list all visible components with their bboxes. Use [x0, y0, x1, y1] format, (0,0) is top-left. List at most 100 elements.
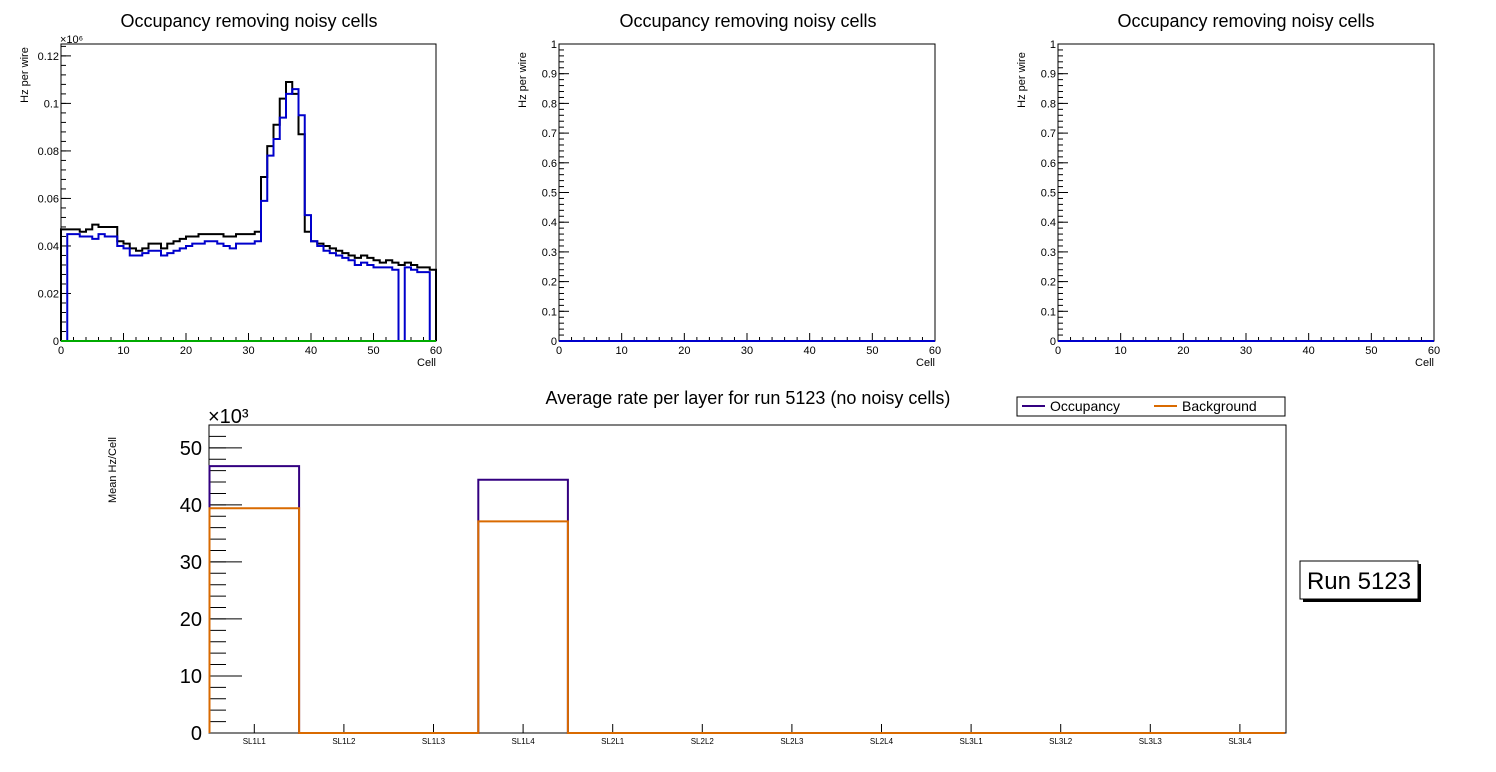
x-tick-label: 60: [929, 345, 941, 357]
panel-bottom-ylabel: Mean Hz/Cell: [107, 437, 119, 503]
y-tick-label: 0.06: [38, 193, 59, 205]
bar-y-tick-label: 30: [180, 552, 202, 574]
x-tick-label: 10: [1115, 345, 1127, 357]
x-tick-label: 50: [1365, 345, 1377, 357]
panel-top-middle: Occupancy removing noisy cells Hz per wi…: [517, 11, 941, 369]
x-tick-label: 0: [58, 345, 64, 357]
y-tick-label: 0: [1050, 336, 1056, 348]
panel-top-left-ylabel: Hz per wire: [19, 47, 31, 103]
bar-y-tick-label: 50: [180, 438, 202, 460]
bar-category-label: SL2L1: [601, 737, 625, 746]
bar-y-tick-label: 0: [191, 723, 202, 745]
legend: Occupancy Background: [1016, 396, 1286, 417]
y-tick-label: 0.5: [1041, 188, 1056, 200]
x-tick-label: 20: [180, 345, 192, 357]
bar-category-label: SL3L3: [1139, 737, 1163, 746]
panel-bottom-frame: [208, 424, 1287, 734]
run-label: Run 5123: [1307, 568, 1411, 595]
y-tick-label: 1: [551, 39, 557, 51]
panel-top-middle-frame: [558, 43, 936, 342]
bar-y-tick-label: 20: [180, 609, 202, 631]
y-tick-label: 0.08: [38, 146, 59, 158]
y-tick-label: 0.9: [1041, 69, 1056, 81]
y-tick-label: 0.8: [1041, 98, 1056, 110]
bar-category-label: SL1L4: [512, 737, 536, 746]
y-tick-label: 0.8: [542, 98, 557, 110]
panel-top-left-title: Occupancy removing noisy cells: [120, 11, 377, 31]
y-tick-label: 0.3: [1041, 247, 1056, 259]
y-tick-label: 0.2: [1041, 277, 1056, 289]
y-tick-label: 0: [53, 336, 59, 348]
x-tick-label: 20: [678, 345, 690, 357]
y-tick-label: 0.7: [542, 128, 557, 140]
x-tick-label: 50: [866, 345, 878, 357]
x-tick-label: 60: [1428, 345, 1440, 357]
y-tick-label: 0.1: [542, 306, 557, 318]
bar-category-label: SL2L4: [870, 737, 894, 746]
y-tick-label: 0.1: [1041, 306, 1056, 318]
x-tick-label: 10: [616, 345, 628, 357]
bar-category-label: SL3L1: [960, 737, 984, 746]
y-tick-label: 0.9: [542, 69, 557, 81]
y-tick-label: 0.04: [38, 241, 59, 253]
x-tick-label: 30: [242, 345, 254, 357]
panel-top-left-series-black: [60, 81, 437, 341]
x-tick-label: 40: [305, 345, 317, 357]
bar-series-background: [208, 507, 1285, 734]
panel-top-right-xlabel: Cell: [1415, 357, 1434, 369]
bar-category-label: SL2L2: [691, 737, 715, 746]
run-label-frame: [1299, 560, 1419, 600]
y-tick-label: 0.12: [38, 51, 59, 63]
bar-category-label: SL1L1: [243, 737, 267, 746]
y-tick-label: 0.2: [542, 277, 557, 289]
panel-top-right-title: Occupancy removing noisy cells: [1117, 11, 1374, 31]
panel-top-right-frame: [1057, 43, 1435, 342]
panel-top-right-ylabel: Hz per wire: [1016, 52, 1028, 108]
y-tick-label: 0.1: [44, 98, 59, 110]
x-tick-label: 40: [804, 345, 816, 357]
panel-top-left-series-blue: [61, 88, 436, 342]
y-tick-label: 0.7: [1041, 128, 1056, 140]
x-tick-label: 0: [1055, 345, 1061, 357]
bar-y-tick-label: 40: [180, 495, 202, 517]
x-tick-label: 10: [117, 345, 129, 357]
panel-top-left-frame: [60, 43, 437, 342]
y-tick-label: 1: [1050, 39, 1056, 51]
panel-bottom-title: Average rate per layer for run 5123 (no …: [546, 388, 951, 408]
x-tick-label: 50: [367, 345, 379, 357]
x-tick-label: 30: [741, 345, 753, 357]
y-tick-label: 0.5: [542, 188, 557, 200]
legend-box: [1016, 396, 1286, 417]
panel-top-middle-ylabel: Hz per wire: [517, 52, 529, 108]
panel-top-middle-title: Occupancy removing noisy cells: [619, 11, 876, 31]
panel-top-left-xlabel: Cell: [417, 357, 436, 369]
bar-series-occupancy: [208, 465, 1285, 734]
x-tick-label: 30: [1240, 345, 1252, 357]
bar-category-label: SL3L2: [1049, 737, 1073, 746]
y-tick-label: 0.3: [542, 247, 557, 259]
y-tick-label: 0: [551, 336, 557, 348]
legend-occupancy-label: Occupancy: [1050, 398, 1120, 414]
legend-background-label: Background: [1182, 398, 1257, 414]
y-tick-label: 0.02: [38, 288, 59, 300]
y-tick-label: 0.6: [542, 158, 557, 170]
panel-bottom-exponent: ×10³: [208, 406, 249, 428]
x-tick-label: 20: [1177, 345, 1189, 357]
y-tick-label: 0.4: [542, 217, 557, 229]
bar-category-label: SL2L3: [780, 737, 804, 746]
bar-category-label: SL1L3: [422, 737, 446, 746]
panel-top-left: Occupancy removing noisy cells Hz per wi…: [19, 11, 442, 369]
panel-bottom: Average rate per layer for run 5123 (no …: [107, 388, 1421, 746]
bar-y-tick-label: 10: [180, 666, 202, 688]
y-tick-label: 0.6: [1041, 158, 1056, 170]
run-label-box: Run 5123: [1299, 560, 1421, 602]
panel-top-right: Occupancy removing noisy cells Hz per wi…: [1016, 11, 1440, 369]
panel-top-middle-xlabel: Cell: [916, 357, 935, 369]
y-tick-label: 0.4: [1041, 217, 1056, 229]
bar-category-label: SL1L2: [332, 737, 356, 746]
x-tick-label: 40: [1303, 345, 1315, 357]
x-tick-label: 0: [556, 345, 562, 357]
panel-top-left-exponent: ×10⁶: [60, 34, 83, 46]
x-tick-label: 60: [430, 345, 442, 357]
